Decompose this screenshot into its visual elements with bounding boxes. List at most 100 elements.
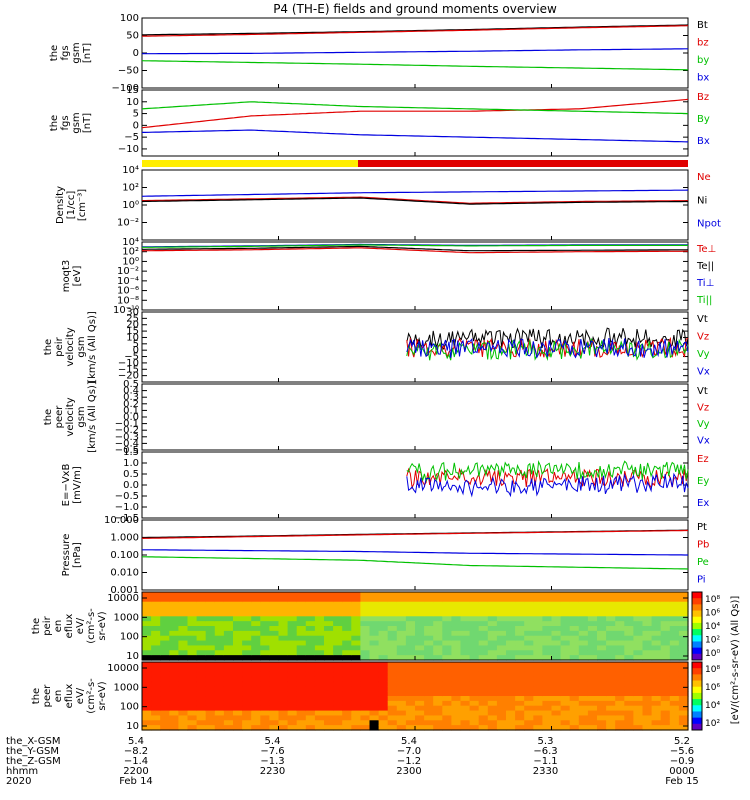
- heatmap-cell: [551, 630, 562, 637]
- heatmap-cell: [278, 696, 289, 702]
- heatmap-cell: [169, 630, 179, 637]
- heatmap-cell: [196, 681, 207, 687]
- heatmap-cell: [142, 686, 152, 692]
- heatmap-cell: [160, 662, 170, 668]
- heatmap-cell: [660, 720, 671, 726]
- heatmap-cell: [597, 671, 607, 678]
- heatmap-cell: [214, 696, 225, 702]
- heatmap-cell: [642, 626, 653, 632]
- heatmap-cell: [378, 710, 389, 717]
- heatmap-cell: [487, 655, 498, 661]
- heatmap-cell: [151, 686, 161, 692]
- heatmap-cell: [342, 666, 352, 673]
- heatmap-cell: [533, 606, 543, 613]
- heatmap-cell: [433, 715, 443, 721]
- heatmap-cell: [660, 691, 671, 697]
- series-line-Ni: [141, 197, 688, 205]
- colorbar-swatch: [692, 610, 702, 618]
- heatmap-cell: [506, 710, 516, 717]
- heatmap-cell: [342, 715, 352, 721]
- heatmap-cell: [451, 725, 462, 731]
- heatmap-cell: [387, 650, 398, 656]
- heatmap-cell: [460, 725, 471, 731]
- heatmap-cell: [160, 705, 170, 712]
- heatmap-cell: [233, 662, 243, 668]
- y-tick-label: 10⁻⁸: [117, 295, 139, 306]
- heatmap-cell: [651, 676, 662, 683]
- heatmap-cell: [378, 630, 389, 637]
- heatmap-cell: [496, 715, 507, 721]
- heatmap-cell: [369, 645, 380, 651]
- heatmap-cell: [633, 630, 644, 637]
- heatmap-cell: [151, 640, 161, 647]
- heatmap-cell: [560, 650, 571, 656]
- heatmap-cell: [451, 715, 462, 721]
- heatmap-cell: [606, 630, 616, 637]
- heatmap-cell: [524, 705, 534, 712]
- heatmap-cell: [424, 650, 434, 656]
- heatmap-cell: [187, 700, 198, 707]
- heatmap-cell: [606, 671, 616, 678]
- heatmap-cell: [405, 601, 416, 608]
- heatmap-cell: [169, 645, 179, 651]
- heatmap-cell: [533, 645, 543, 651]
- heatmap-cell: [469, 611, 480, 617]
- heatmap-cell: [433, 691, 443, 697]
- heatmap-cell: [205, 606, 216, 613]
- y-tick-label: −0.3: [115, 432, 139, 443]
- heatmap-cell: [660, 592, 671, 598]
- y-axis-label: (cm²-s-: [86, 608, 97, 644]
- y-tick-label: −50: [118, 66, 139, 77]
- heatmap-cell: [506, 715, 516, 721]
- heatmap-cell: [669, 645, 680, 651]
- heatmap-cell: [396, 630, 407, 637]
- heatmap-cell: [542, 601, 553, 608]
- heatmap-cell: [533, 700, 543, 707]
- heatmap-cell: [223, 662, 234, 668]
- y-axis-label: [1/cc]: [66, 191, 77, 220]
- heatmap-cell: [633, 696, 644, 702]
- heatmap-cell: [187, 592, 198, 598]
- heatmap-cell: [387, 725, 398, 731]
- y-tick-label: 0: [133, 48, 139, 59]
- heatmap-cell: [260, 606, 270, 613]
- heatmap-cell: [506, 720, 516, 726]
- heatmap-cell: [223, 715, 234, 721]
- y-tick-label: 1.5: [123, 447, 139, 458]
- heatmap-cell: [160, 601, 170, 608]
- heatmap-cell: [242, 650, 252, 656]
- heatmap-cell: [396, 705, 407, 712]
- heatmap-cell: [560, 725, 571, 731]
- heatmap-cell: [287, 616, 298, 622]
- heatmap-cell: [660, 696, 671, 702]
- y-axis-label: fgs: [60, 115, 71, 130]
- heatmap-cell: [542, 635, 553, 642]
- colorbar-swatch: [692, 662, 702, 669]
- colorbar-swatch: [692, 592, 702, 599]
- heatmap-cell: [487, 666, 498, 673]
- heatmap-cell: [669, 715, 680, 721]
- heatmap-cell: [178, 671, 189, 678]
- heatmap-cell: [151, 606, 161, 613]
- heatmap-cell: [169, 611, 179, 617]
- heatmap-cell: [442, 630, 452, 637]
- heatmap-cell: [615, 655, 625, 661]
- heatmap-cell: [442, 626, 452, 632]
- heatmap-cell: [569, 686, 580, 692]
- heatmap-cell: [178, 696, 189, 702]
- colorbar-swatch: [692, 674, 702, 682]
- heatmap-cell: [160, 606, 170, 613]
- heatmap-cell: [178, 601, 189, 608]
- heatmap-cell: [387, 592, 398, 598]
- heatmap-cell: [178, 630, 189, 637]
- heatmap-cell: [378, 635, 389, 642]
- heatmap-cell: [624, 592, 634, 598]
- heatmap-cell: [324, 725, 334, 731]
- heatmap-cell: [387, 710, 398, 717]
- heatmap-cell: [587, 676, 598, 683]
- series-line-Pb: [141, 529, 688, 539]
- heatmap-cell: [515, 645, 525, 651]
- heatmap-cell: [324, 596, 334, 603]
- heatmap-cell: [169, 626, 179, 632]
- heatmap-cell: [333, 635, 343, 642]
